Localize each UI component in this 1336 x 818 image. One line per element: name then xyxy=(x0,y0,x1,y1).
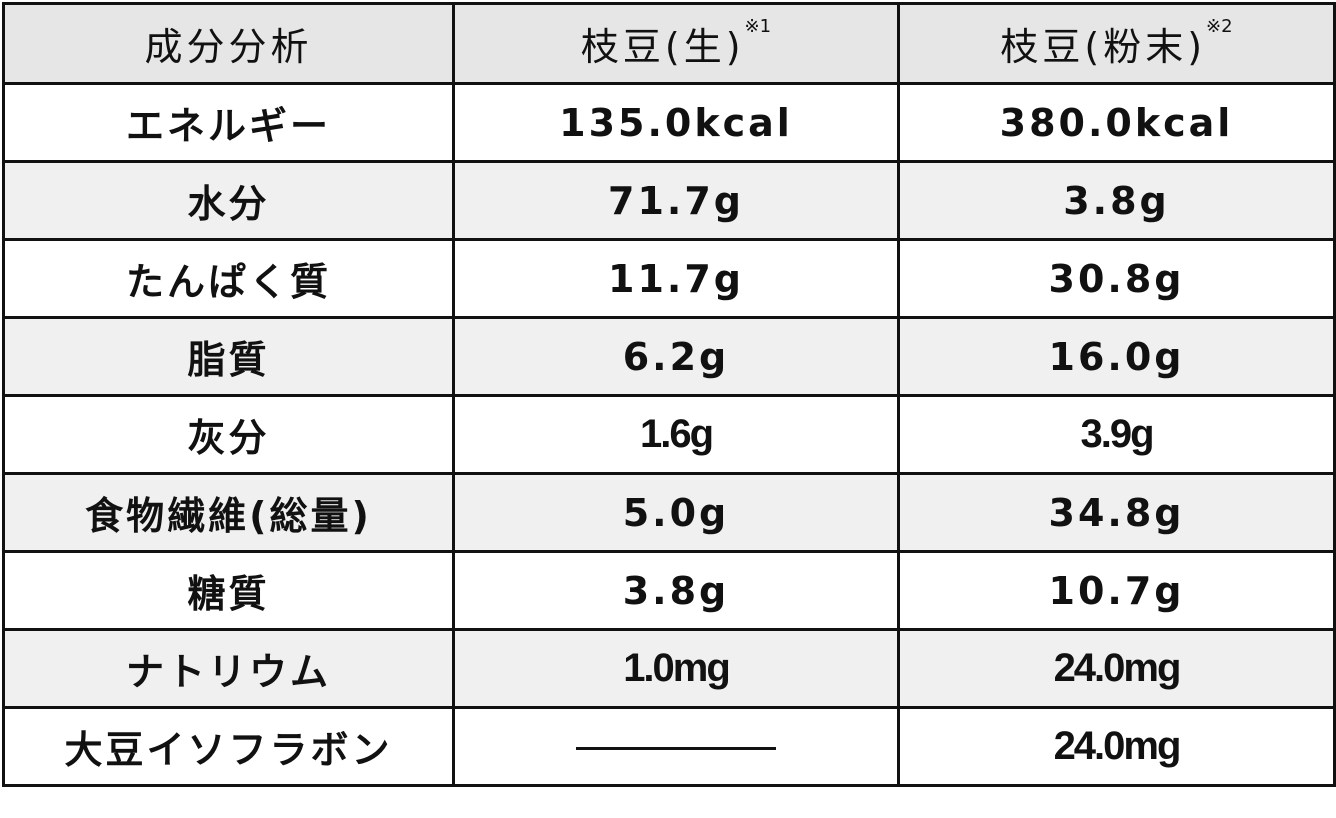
nutrient-name: 食物繊維(総量) xyxy=(2,472,455,553)
powder-value: 3.8g xyxy=(897,160,1336,241)
powder-value: 380.0kcal xyxy=(897,82,1336,163)
footnote-mark: ※2 xyxy=(1206,16,1233,37)
header-raw: 枝豆(生)※1 xyxy=(452,2,900,85)
table-row: 食物繊維(総量) 5.0g 34.8g xyxy=(2,472,1336,553)
powder-value: 3.9g xyxy=(897,394,1336,475)
powder-value: 24.0mg xyxy=(897,628,1336,709)
table-row: エネルギー 135.0kcal 380.0kcal xyxy=(2,82,1336,163)
nutrient-name: 大豆イソフラボン xyxy=(2,706,455,787)
nutrient-name: 水分 xyxy=(2,160,455,241)
raw-value: 11.7g xyxy=(452,238,900,319)
raw-value: 1.0mg xyxy=(452,628,900,709)
table-row: 脂質 6.2g 16.0g xyxy=(2,316,1336,397)
raw-value: 135.0kcal xyxy=(452,82,900,163)
header-label: 成分分析 xyxy=(144,25,313,69)
powder-value: 34.8g xyxy=(897,472,1336,553)
table-row: 水分 71.7g 3.8g xyxy=(2,160,1336,241)
table-row: たんぱく質 11.7g 30.8g xyxy=(2,238,1336,319)
nutrient-name: エネルギー xyxy=(2,82,455,163)
raw-value: 5.0g xyxy=(452,472,900,553)
raw-value: 6.2g xyxy=(452,316,900,397)
no-data-dash xyxy=(576,746,776,750)
nutrient-name: 灰分 xyxy=(2,394,455,475)
nutrition-table: 成分分析 枝豆(生)※1 枝豆(粉末)※2 エネルギー 135.0kcal 380.… xyxy=(2,2,1336,787)
nutrient-name: たんぱく質 xyxy=(2,238,455,319)
powder-value: 24.0mg xyxy=(897,706,1336,787)
powder-value: 30.8g xyxy=(897,238,1336,319)
header-analysis: 成分分析 xyxy=(2,2,455,85)
raw-value: 1.6g xyxy=(452,394,900,475)
table-row: 糖質 3.8g 10.7g xyxy=(2,550,1336,631)
header-powder: 枝豆(粉末)※2 xyxy=(897,2,1336,85)
nutrient-name: 脂質 xyxy=(2,316,455,397)
powder-value: 10.7g xyxy=(897,550,1336,631)
nutrient-name: ナトリウム xyxy=(2,628,455,709)
header-label: 枝豆(粉末) xyxy=(1000,25,1207,69)
header-label: 枝豆(生) xyxy=(580,25,745,69)
raw-value: 71.7g xyxy=(452,160,900,241)
raw-value xyxy=(452,706,900,787)
powder-value: 16.0g xyxy=(897,316,1336,397)
table-row: 灰分 1.6g 3.9g xyxy=(2,394,1336,475)
raw-value: 3.8g xyxy=(452,550,900,631)
nutrient-name: 糖質 xyxy=(2,550,455,631)
footnote-mark: ※1 xyxy=(744,16,772,37)
header-row: 成分分析 枝豆(生)※1 枝豆(粉末)※2 xyxy=(2,2,1336,85)
table-row: ナトリウム 1.0mg 24.0mg xyxy=(2,628,1336,709)
table-row: 大豆イソフラボン 24.0mg xyxy=(2,706,1336,787)
